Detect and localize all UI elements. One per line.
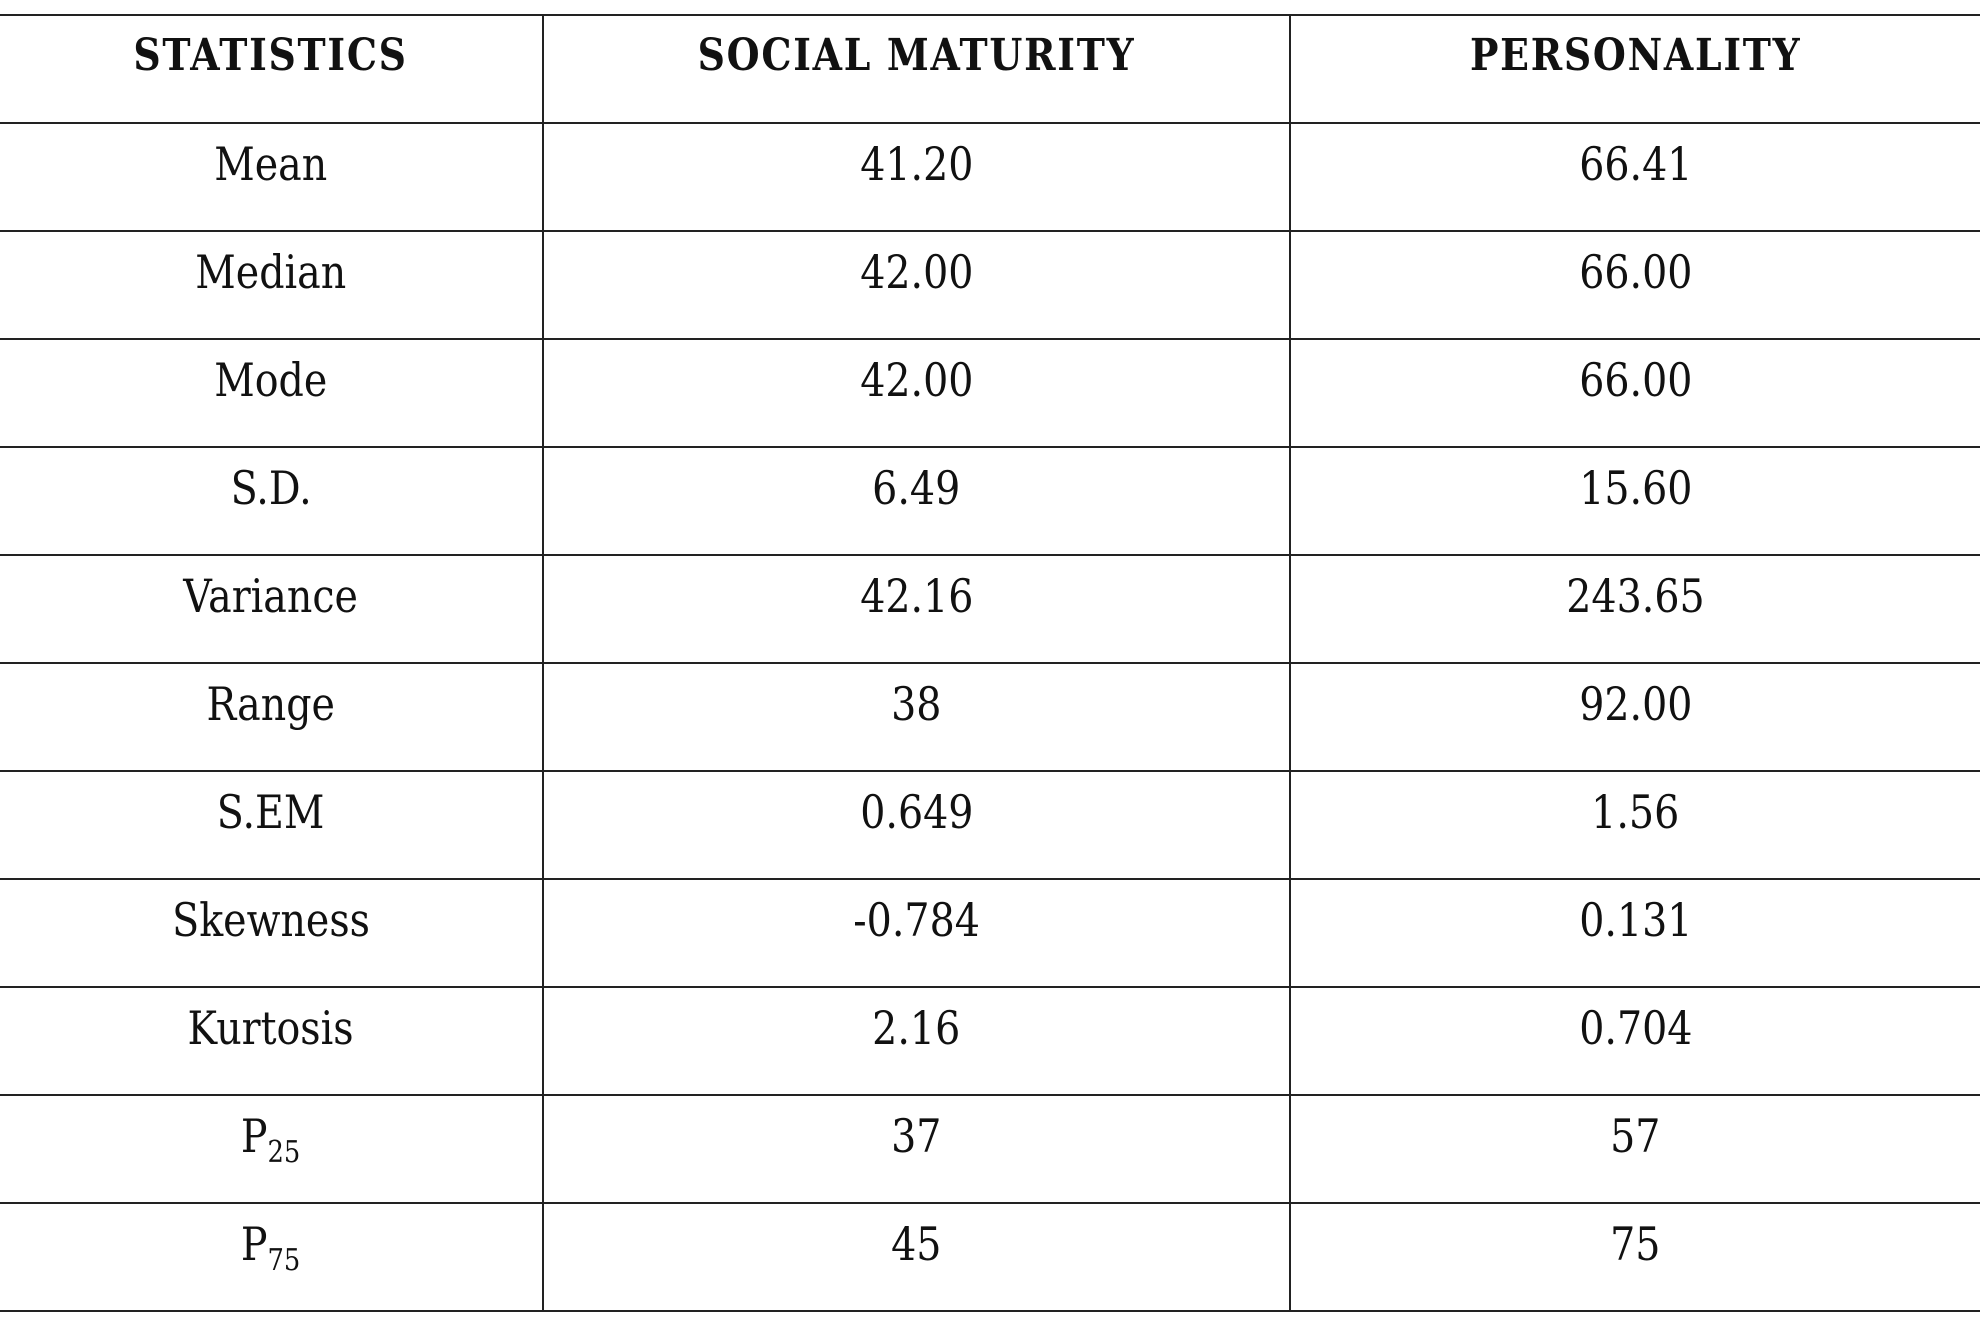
social-maturity-value: 41.20 xyxy=(542,122,1290,232)
personality-value: 92.00 xyxy=(1289,662,1980,772)
personality-value: 243.65 xyxy=(1289,554,1980,664)
header-row: STATISTICS SOCIAL MATURITY PERSONALITY xyxy=(0,14,1980,124)
personality-value: 0.131 xyxy=(1289,878,1980,988)
social-maturity-value: 42.00 xyxy=(542,230,1290,340)
stat-name: Kurtosis xyxy=(0,986,543,1096)
stat-name: Mode xyxy=(0,338,543,448)
stat-name: S.D. xyxy=(0,446,543,556)
table-row: S.D. 6.49 15.60 xyxy=(0,446,1980,556)
social-maturity-value: 2.16 xyxy=(542,986,1290,1096)
stat-name: Skewness xyxy=(0,878,543,988)
personality-value: 75 xyxy=(1289,1202,1980,1312)
personality-value: 0.704 xyxy=(1289,986,1980,1096)
stat-name: Mean xyxy=(0,122,543,232)
stat-name: P25 xyxy=(0,1094,543,1204)
statistics-table: STATISTICS SOCIAL MATURITY PERSONALITY M… xyxy=(0,14,1980,1312)
stat-name: S.EM xyxy=(0,770,543,880)
personality-value: 57 xyxy=(1289,1094,1980,1204)
table-row: Range 38 92.00 xyxy=(0,662,1980,772)
header-social-maturity: SOCIAL MATURITY xyxy=(542,14,1290,124)
table-row: S.EM 0.649 1.56 xyxy=(0,770,1980,880)
table-row: Median 42.00 66.00 xyxy=(0,230,1980,340)
table-row: P75 45 75 xyxy=(0,1202,1980,1312)
personality-value: 66.41 xyxy=(1289,122,1980,232)
social-maturity-value: 42.00 xyxy=(542,338,1290,448)
personality-value: 66.00 xyxy=(1289,338,1980,448)
header-statistics: STATISTICS xyxy=(0,14,543,124)
table-row: Kurtosis 2.16 0.704 xyxy=(0,986,1980,1096)
personality-value: 66.00 xyxy=(1289,230,1980,340)
table-row: Mean 41.20 66.41 xyxy=(0,122,1980,232)
social-maturity-value: -0.784 xyxy=(542,878,1290,988)
social-maturity-value: 42.16 xyxy=(542,554,1290,664)
personality-value: 15.60 xyxy=(1289,446,1980,556)
stat-name: Median xyxy=(0,230,543,340)
table-row: P25 37 57 xyxy=(0,1094,1980,1204)
stat-name: Range xyxy=(0,662,543,772)
table-row: Variance 42.16 243.65 xyxy=(0,554,1980,664)
social-maturity-value: 0.649 xyxy=(542,770,1290,880)
table-row: Skewness -0.784 0.131 xyxy=(0,878,1980,988)
social-maturity-value: 38 xyxy=(542,662,1290,772)
header-personality: PERSONALITY xyxy=(1289,14,1980,124)
personality-value: 1.56 xyxy=(1289,770,1980,880)
social-maturity-value: 45 xyxy=(542,1202,1290,1312)
stat-name: P75 xyxy=(0,1202,543,1312)
table-row: Mode 42.00 66.00 xyxy=(0,338,1980,448)
stat-name: Variance xyxy=(0,554,543,664)
social-maturity-value: 37 xyxy=(542,1094,1290,1204)
social-maturity-value: 6.49 xyxy=(542,446,1290,556)
